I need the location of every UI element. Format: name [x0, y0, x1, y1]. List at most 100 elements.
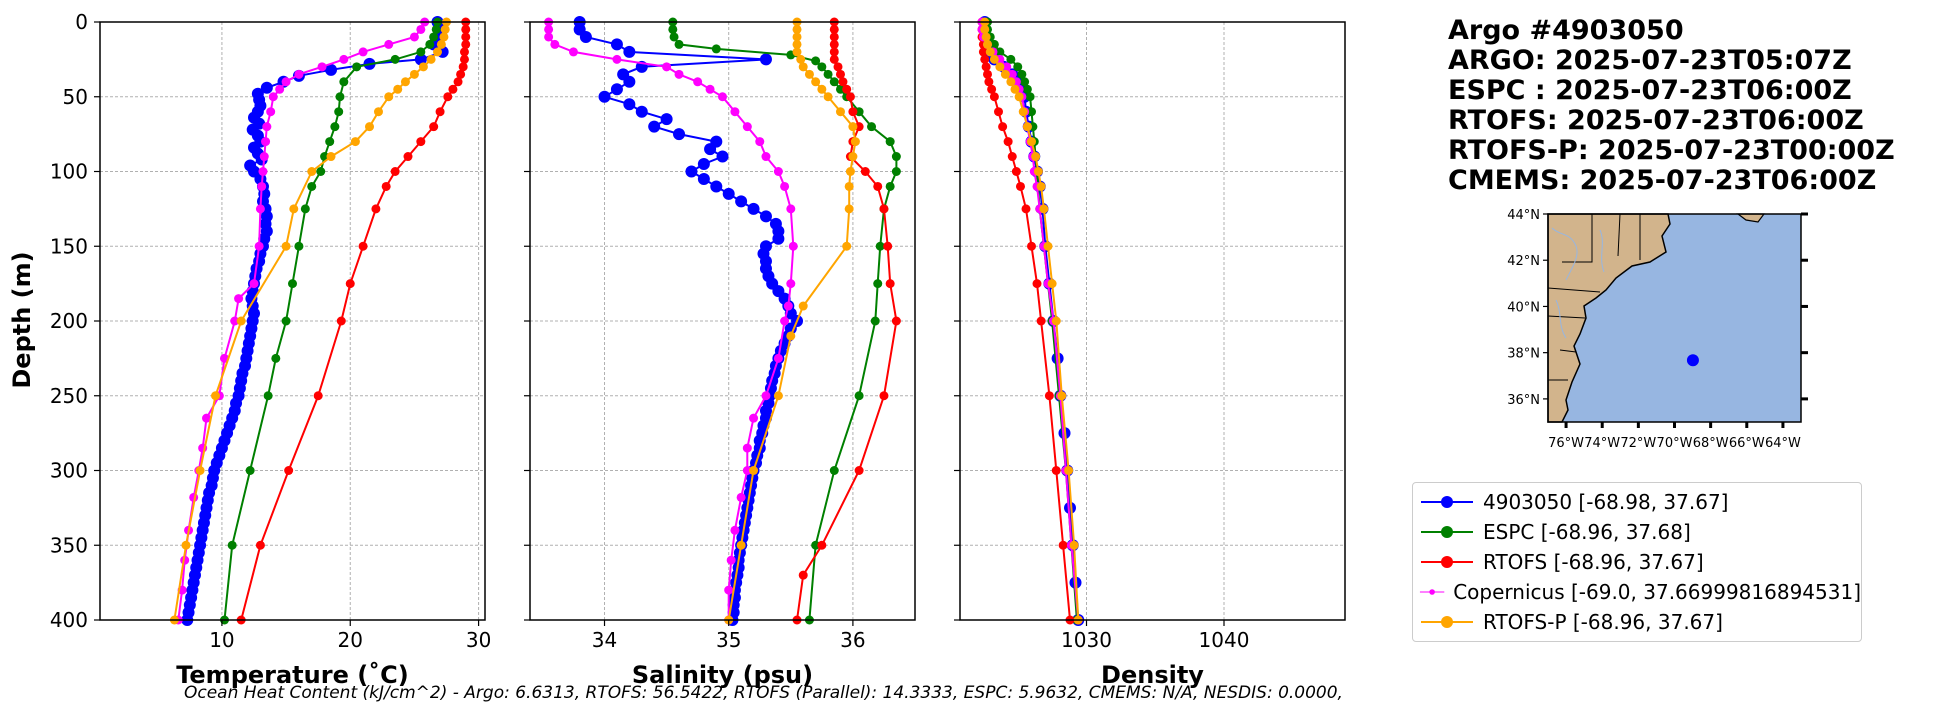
map-rivers — [1551, 227, 1605, 339]
salinity-point-rtofs-p — [792, 24, 802, 34]
map-lon-label: 64°W — [1765, 436, 1801, 451]
salinity-point-copernicus — [736, 492, 746, 502]
salinity-point-4903050 — [610, 83, 623, 96]
salinity-point-rtofs-p — [848, 122, 858, 132]
density-point-rtofs-p — [1006, 77, 1016, 87]
salinity-point-espc — [829, 77, 839, 87]
temperature-point-rtofs — [456, 69, 466, 79]
y-tick-label: 50 — [63, 85, 88, 109]
y-tick-label: 200 — [50, 309, 88, 333]
legend: 4903050 [-68.98, 37.67] ESPC [-68.96, 37… — [1412, 482, 1862, 642]
map-lon-label: 70°W — [1657, 436, 1693, 451]
salinity-point-4903050 — [685, 165, 698, 178]
salinity-point-rtofs — [835, 69, 845, 79]
legend-item-espc: ESPC [-68.96, 37.68] — [1413, 517, 1861, 547]
density-point-rtofs-p — [1000, 69, 1010, 79]
density-point-espc — [989, 39, 999, 49]
salinity-line-espc — [671, 22, 898, 621]
density-point-rtofs-p — [1043, 241, 1053, 251]
density-point-rtofs — [1011, 167, 1021, 176]
temperature-point-rtofs — [458, 62, 468, 72]
y-tick-label: 0 — [75, 10, 88, 34]
density-point-rtofs — [1007, 152, 1017, 162]
temperature-point-rtofs-p — [281, 241, 291, 251]
temperature-point-rtofs — [461, 24, 471, 34]
salinity-point-copernicus — [612, 54, 622, 64]
salinity-point-rtofs — [854, 466, 864, 475]
salinity-point-espc — [891, 167, 901, 176]
salinity-point-4903050 — [716, 150, 729, 163]
map-lon-label: 68°W — [1693, 436, 1729, 451]
salinity-point-4903050 — [623, 75, 636, 88]
salinity-point-rtofs — [829, 39, 839, 49]
legend-swatch-rtofs — [1421, 556, 1473, 568]
map-lat-label: 40°N — [1507, 300, 1540, 315]
temperature-point-rtofs — [459, 47, 469, 57]
temperature-point-rtofs-p — [181, 540, 191, 550]
temperature-point-rtofs — [390, 167, 400, 176]
time-rtofs: RTOFS: 2025-07-23T06:00Z — [1448, 105, 1864, 136]
salinity-point-4903050 — [635, 105, 648, 118]
salinity-point-rtofs — [829, 32, 839, 42]
temperature-point-espc — [425, 39, 435, 49]
legend-label-rtofs-p: RTOFS-P [-68.96, 37.67] — [1483, 610, 1723, 634]
density-point-espc — [1022, 84, 1032, 94]
salinity-point-copernicus — [674, 69, 684, 79]
temperature-point-rtofs-p — [384, 92, 394, 102]
density-point-rtofs-p — [1047, 279, 1057, 289]
salinity-point-4903050 — [697, 172, 710, 185]
temperature-point-espc — [334, 107, 344, 117]
salinity-point-espc — [885, 137, 895, 147]
map-ticks: 44°N 42°N 40°N 38°N 36°N 76°W 74°W 72°W 70°W 68°W… — [1507, 208, 1808, 451]
temperature-point-copernicus — [409, 32, 419, 42]
temperature-point-espc — [288, 279, 297, 289]
density-point-rtofs — [1044, 391, 1054, 401]
legend-label-argo: 4903050 [-68.98, 37.67] — [1483, 490, 1729, 514]
density-point-rtofs-p — [1018, 107, 1028, 117]
temperature-point-espc — [300, 204, 310, 214]
ohc-footer: Ocean Heat Content (kJ/cm^2) - Argo: 6.6… — [184, 683, 1343, 703]
density-point-rtofs-p — [1064, 466, 1074, 475]
salinity-x-tick-label: 36 — [840, 628, 865, 652]
y-tick-label: 300 — [50, 459, 88, 483]
salinity-point-4903050 — [759, 210, 772, 223]
density-point-rtofs-p — [983, 39, 992, 49]
salinity-point-copernicus — [568, 47, 578, 57]
temperature-point-copernicus — [294, 69, 304, 79]
temperature-point-espc — [416, 47, 426, 57]
temperature-x-tick-label: 20 — [338, 628, 363, 652]
legend-swatch-espc — [1421, 526, 1473, 538]
density-x-axis-label: Density — [1101, 661, 1204, 689]
salinity-point-copernicus — [783, 301, 793, 311]
temperature-point-copernicus — [281, 77, 291, 87]
salinity-point-4903050 — [722, 187, 735, 200]
map-lon-label: 74°W — [1584, 436, 1620, 451]
temperature-point-espc — [245, 466, 255, 475]
salinity-point-4903050 — [697, 158, 710, 171]
density-point-rtofs — [1003, 137, 1013, 147]
density-point-rtofs — [994, 107, 1003, 117]
salinity-point-rtofs-p — [804, 69, 814, 79]
density-point-rtofs — [987, 84, 997, 94]
salinity-point-rtofs-p — [792, 32, 802, 42]
temperature-point-rtofs — [453, 77, 463, 87]
salinity-point-espc — [823, 69, 833, 79]
legend-label-copernicus: Copernicus [-69.0, 37.66999816894531] — [1453, 580, 1861, 604]
temperature-point-rtofs-p — [195, 466, 205, 475]
temperature-point-espc — [263, 391, 273, 401]
salinity-point-copernicus — [749, 413, 759, 423]
temperature-point-copernicus — [258, 167, 268, 176]
density-point-copernicus — [1007, 69, 1017, 79]
temperature-point-rtofs-p — [289, 204, 299, 214]
legend-item-rtofs-p: RTOFS-P [-68.96, 37.67] — [1413, 607, 1861, 637]
density-point-espc — [1017, 69, 1027, 79]
salinity-point-rtofs — [845, 92, 855, 102]
salinity-point-rtofs — [883, 241, 893, 251]
temperature-point-copernicus — [268, 92, 278, 102]
salinity-point-rtofs-p — [792, 47, 802, 57]
density-point-rtofs-p — [1022, 122, 1032, 132]
salinity-point-rtofs-p — [773, 391, 783, 401]
temperature-point-rtofs — [336, 316, 346, 326]
salinity-point-espc — [854, 391, 864, 401]
salinity-point-rtofs — [829, 54, 839, 64]
